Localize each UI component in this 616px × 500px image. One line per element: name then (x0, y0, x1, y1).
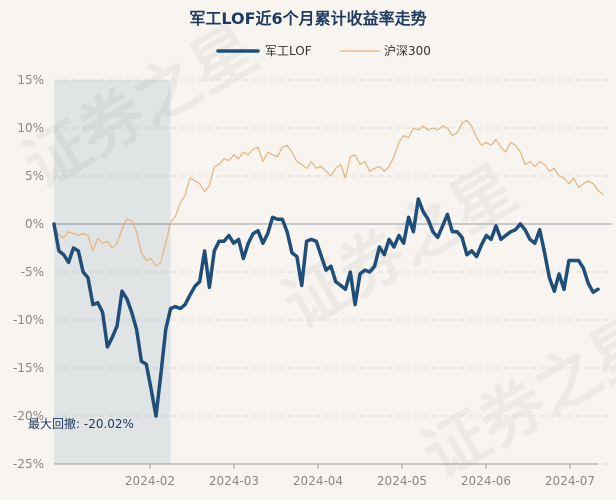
series-line-index (53, 119, 604, 267)
y-tick-label: -5% (21, 265, 44, 279)
max-drawdown-label: 最大回撤: -20.02% (28, 416, 134, 431)
x-tick-label: 2024-03 (209, 474, 259, 488)
y-tick-label: -25% (13, 457, 44, 471)
axes: 15% 10% 5% 0% -5% -10% -15% -20% -25% 2024-02 2024… (13, 73, 598, 488)
x-tick-label: 2024-02 (125, 474, 175, 488)
series-layer (52, 119, 604, 418)
x-tick-label: 2024-06 (461, 474, 511, 488)
drawdown-layer: 最大回撤: -20.02% (28, 80, 171, 464)
y-tick-label: 0% (25, 217, 44, 231)
watermark-text: 证券之星 (271, 152, 530, 344)
series-line-fund (52, 197, 600, 418)
y-tick-label: 15% (17, 73, 44, 87)
legend: 军工LOF 沪深300 (216, 44, 431, 58)
y-tick-label: -20% (13, 409, 44, 423)
max-drawdown-band (54, 80, 171, 464)
x-tick-label: 2024-07 (545, 474, 595, 488)
legend-label-fund: 军工LOF (265, 44, 312, 58)
chart-title: 军工LOF近6个月累计收益率走势 (189, 9, 426, 28)
y-tick-label: 10% (17, 121, 44, 135)
y-tick-label: 5% (25, 169, 44, 183)
x-tick-label: 2024-05 (377, 474, 427, 488)
y-tick-label: -10% (13, 313, 44, 327)
legend-label-index: 沪深300 (384, 44, 431, 58)
y-tick-label: -15% (13, 361, 44, 375)
watermark-text: 证券之星 (411, 302, 616, 494)
x-tick-label: 2024-04 (293, 474, 343, 488)
